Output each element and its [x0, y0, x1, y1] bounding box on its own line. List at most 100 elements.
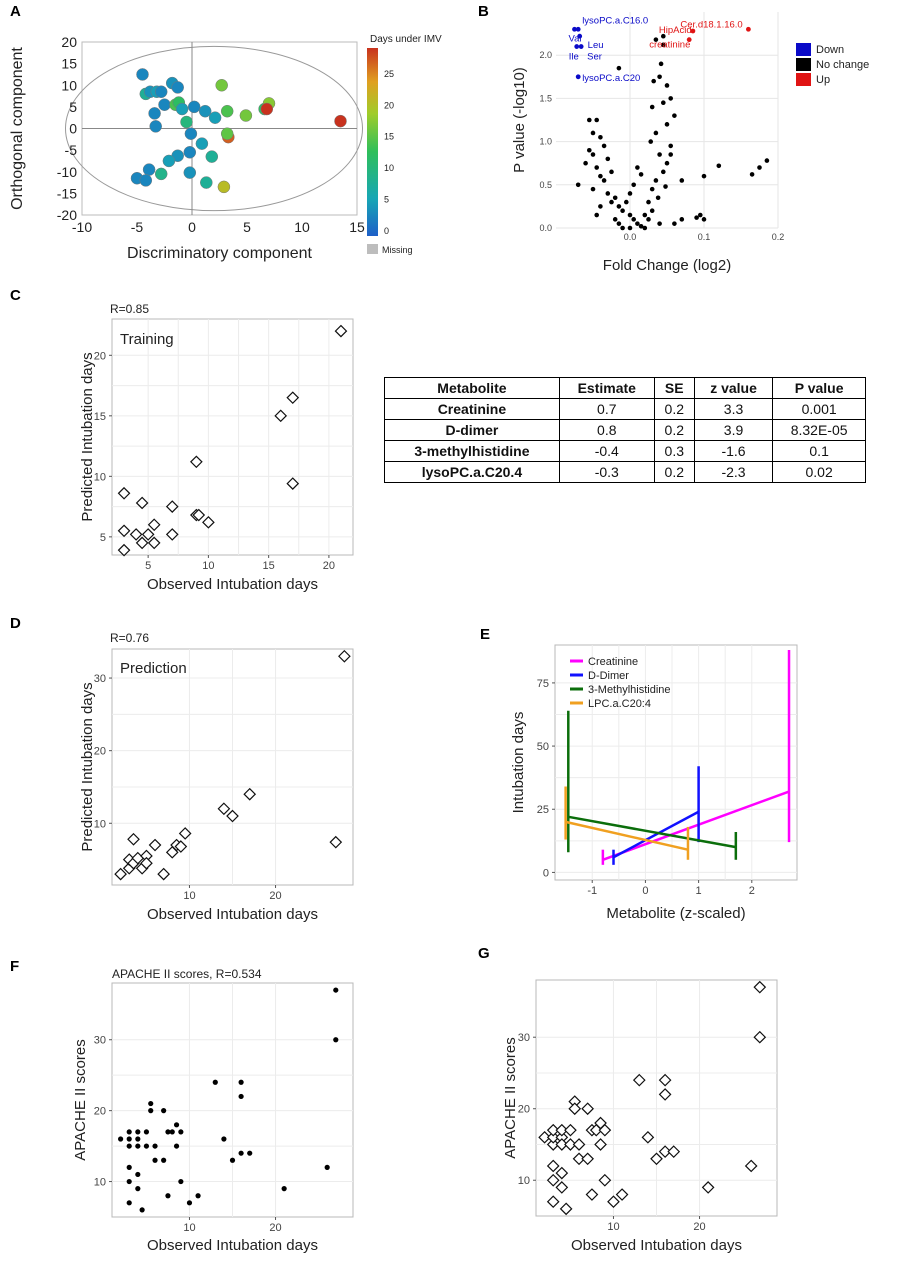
- data-point: [679, 217, 685, 222]
- data-point: [135, 1171, 141, 1178]
- data-point: [281, 1186, 287, 1192]
- data-point: [126, 1129, 132, 1135]
- data-point: [572, 26, 577, 32]
- legend-label: Down: [816, 44, 844, 56]
- y-tick-label: 10: [94, 1177, 106, 1189]
- panel-e: E -1 0 1 2 0 25 50 75 Metabolite (z-scaled) Intuba…: [480, 626, 798, 922]
- table-cell: 0.2: [653, 398, 695, 420]
- y-axis-label: Orthogonal component: [9, 47, 26, 210]
- data-point: [183, 146, 197, 159]
- data-point: [615, 1188, 629, 1201]
- data-point: [616, 65, 622, 71]
- data-point: [221, 1136, 227, 1142]
- data-point: [546, 1130, 560, 1144]
- series-line: [602, 790, 790, 861]
- y-tick-label: 2.0: [539, 50, 552, 60]
- legend-title: Days under IMV: [370, 34, 442, 45]
- data-point: [701, 173, 707, 179]
- data-point: [587, 117, 592, 123]
- data-point: [161, 1108, 167, 1114]
- data-point: [147, 518, 161, 532]
- data-point: [148, 1108, 154, 1114]
- chart-title: APACHE II scores, R=0.534: [112, 967, 262, 981]
- data-point: [135, 1136, 141, 1142]
- data-point: [616, 204, 622, 209]
- data-point: [594, 212, 599, 218]
- x-tick-label: 20: [269, 1222, 281, 1234]
- data-point: [274, 409, 288, 423]
- x-tick-label: 20: [323, 560, 335, 572]
- legend-label: LPC.a.C20:4: [588, 698, 651, 710]
- data-point: [152, 1157, 158, 1163]
- data-point: [329, 835, 343, 849]
- data-point: [212, 1079, 218, 1085]
- panel-label: E: [480, 626, 490, 643]
- data-point: [126, 1200, 132, 1206]
- data-point: [158, 98, 171, 111]
- data-point: [701, 217, 707, 222]
- data-point: [117, 524, 131, 538]
- data-point: [620, 225, 625, 231]
- data-point: [638, 172, 644, 177]
- data-point: [178, 827, 192, 840]
- y-tick-label: 30: [94, 1035, 106, 1047]
- legend-label: No change: [816, 59, 869, 71]
- data-point: [200, 176, 213, 189]
- data-point: [632, 1073, 646, 1087]
- data-point: [220, 104, 234, 118]
- data-point: [646, 217, 651, 222]
- y-axis-label: Predicted Intubation days: [79, 682, 96, 851]
- table-cell: 3-methylhistidine: [384, 440, 560, 462]
- table-header: z value: [693, 377, 774, 399]
- data-point: [239, 109, 253, 122]
- data-point: [161, 1157, 167, 1163]
- data-point: [165, 1193, 171, 1199]
- data-point: [173, 1143, 180, 1149]
- y-tick-label: 0: [543, 867, 549, 879]
- data-point: [624, 199, 629, 205]
- data-point: [661, 33, 666, 39]
- data-point: [701, 1181, 715, 1194]
- table-cell: 0.2: [653, 419, 695, 441]
- data-point: [661, 100, 666, 106]
- data-point: [564, 1123, 577, 1137]
- data-point: [126, 1164, 132, 1170]
- data-point: [616, 221, 622, 226]
- x-tick-label: 0: [188, 219, 196, 235]
- panel-label: D: [10, 615, 21, 632]
- data-point: [601, 178, 607, 183]
- y-tick-label: 1.5: [539, 93, 552, 103]
- table-row: D-dimer 0.8 0.2 3.9 8.32E-05: [384, 419, 866, 441]
- data-point: [117, 486, 131, 500]
- data-point: [333, 1037, 339, 1043]
- data-point: [333, 987, 339, 993]
- data-point: [114, 867, 127, 881]
- data-point: [226, 809, 239, 823]
- y-tick-label: -5: [65, 142, 78, 158]
- data-point: [646, 199, 651, 205]
- data-point: [184, 127, 198, 140]
- correlation-label: R=0.76: [110, 631, 149, 645]
- data-point: [658, 1073, 672, 1087]
- series-line: [565, 820, 689, 851]
- data-point: [546, 1138, 560, 1151]
- data-point: [753, 980, 767, 994]
- data-point: [546, 1195, 560, 1209]
- data-point: [661, 169, 666, 175]
- missing-label: Missing: [382, 245, 413, 255]
- x-tick-label: 0: [642, 885, 648, 897]
- panel-d: D 10 20 10 20 30 R=0.76 Prediction Observed Intu…: [10, 615, 354, 923]
- y-tick-label: 0.0: [539, 223, 552, 233]
- data-point: [135, 1143, 141, 1149]
- data-point: [574, 44, 580, 49]
- point-label: Val: [569, 33, 582, 44]
- data-point: [198, 104, 212, 118]
- data-point: [165, 1129, 171, 1135]
- panel-label: B: [478, 3, 489, 20]
- legend-swatch: [796, 43, 811, 56]
- y-tick-label: 20: [61, 34, 77, 50]
- data-point: [649, 186, 655, 192]
- x-tick-label: 20: [269, 890, 281, 902]
- panel-b: B 0.0 0.1 0.2 0.0 0.5 1.0 1.5 2.0 Fold Change (lo…: [478, 3, 869, 274]
